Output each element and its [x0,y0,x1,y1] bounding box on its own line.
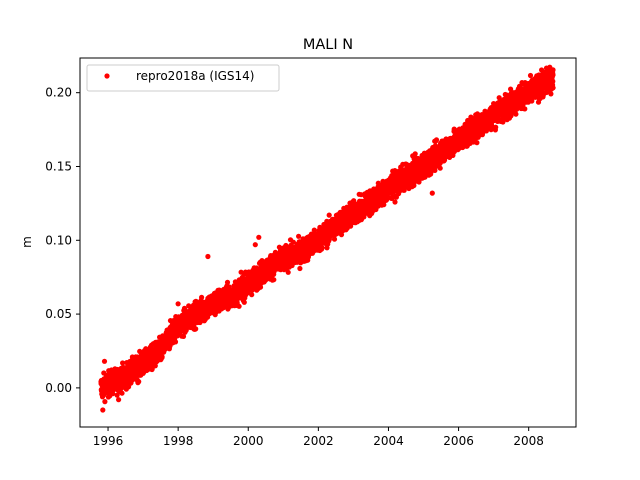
data-point [172,339,179,345]
y-tick-label: 0.10 [45,233,72,247]
data-point [319,245,325,251]
data-point [199,294,205,300]
data-point [290,239,296,245]
data-point [493,124,499,130]
x-tick-label: 2004 [373,434,404,448]
x-tick-label: 1996 [93,434,124,448]
x-tick-label: 2006 [443,434,474,448]
data-point [527,72,534,79]
data-point [433,137,440,143]
data-point [500,119,506,125]
data-point [548,91,554,97]
y-tick-label: 0.20 [45,86,72,100]
data-point [297,265,303,272]
y-tick-label: 0.15 [45,159,72,173]
data-point [529,98,535,104]
data-point [116,397,122,403]
plot-frame [79,57,577,428]
legend-label: repro2018a (IGS14) [136,69,254,83]
x-tick-label: 2002 [303,434,334,448]
data-point [522,106,528,112]
data-point [252,242,258,248]
data-point [271,277,277,283]
data-point [101,358,108,364]
data-point [224,279,231,285]
data-point [119,390,125,396]
data-point [236,303,242,309]
data-point [392,199,398,205]
data-point [102,399,108,405]
data-point [256,234,262,240]
legend-marker [104,73,110,79]
data-point [429,190,435,196]
data-point [193,326,199,332]
data-point [311,227,317,233]
x-tick-label: 2000 [233,434,264,448]
data-points [98,64,556,413]
data-point [381,202,387,208]
data-point [205,253,211,260]
data-point [513,111,519,117]
data-point [100,407,106,413]
x-tick-label: 1998 [163,434,194,448]
data-point [180,333,187,339]
data-point [175,301,181,307]
data-point [241,299,247,305]
data-point [432,167,438,173]
data-point [331,236,338,242]
y-tick-label: 0.00 [45,381,72,395]
x-axis: 1996 1998 2000 2002 2004 2006 2008 [93,427,544,448]
data-point [411,182,417,189]
legend-frame [86,64,280,92]
y-axis-label: m [20,236,34,248]
legend: repro2018a (IGS14) [86,64,280,92]
chart-title: MALI N [303,37,353,53]
y-axis: 0.00 0.05 0.10 0.15 0.20 [45,86,80,395]
data-point [338,232,345,238]
data-point [120,360,126,366]
data-point [550,72,556,78]
y-tick-label: 0.05 [45,307,72,321]
data-point [550,85,556,91]
data-point [416,179,422,185]
data-point [296,233,302,239]
data-point [550,78,556,84]
data-point [422,174,428,180]
data-point [474,140,480,146]
data-point [412,151,418,157]
x-tick-label: 2008 [513,434,544,448]
data-point [437,165,443,171]
data-point [136,379,142,385]
data-point [159,354,165,360]
data-point [384,196,390,202]
data-point [249,292,255,298]
data-point [508,113,514,119]
data-point [285,269,291,275]
data-point [550,67,556,73]
data-point [326,212,332,218]
